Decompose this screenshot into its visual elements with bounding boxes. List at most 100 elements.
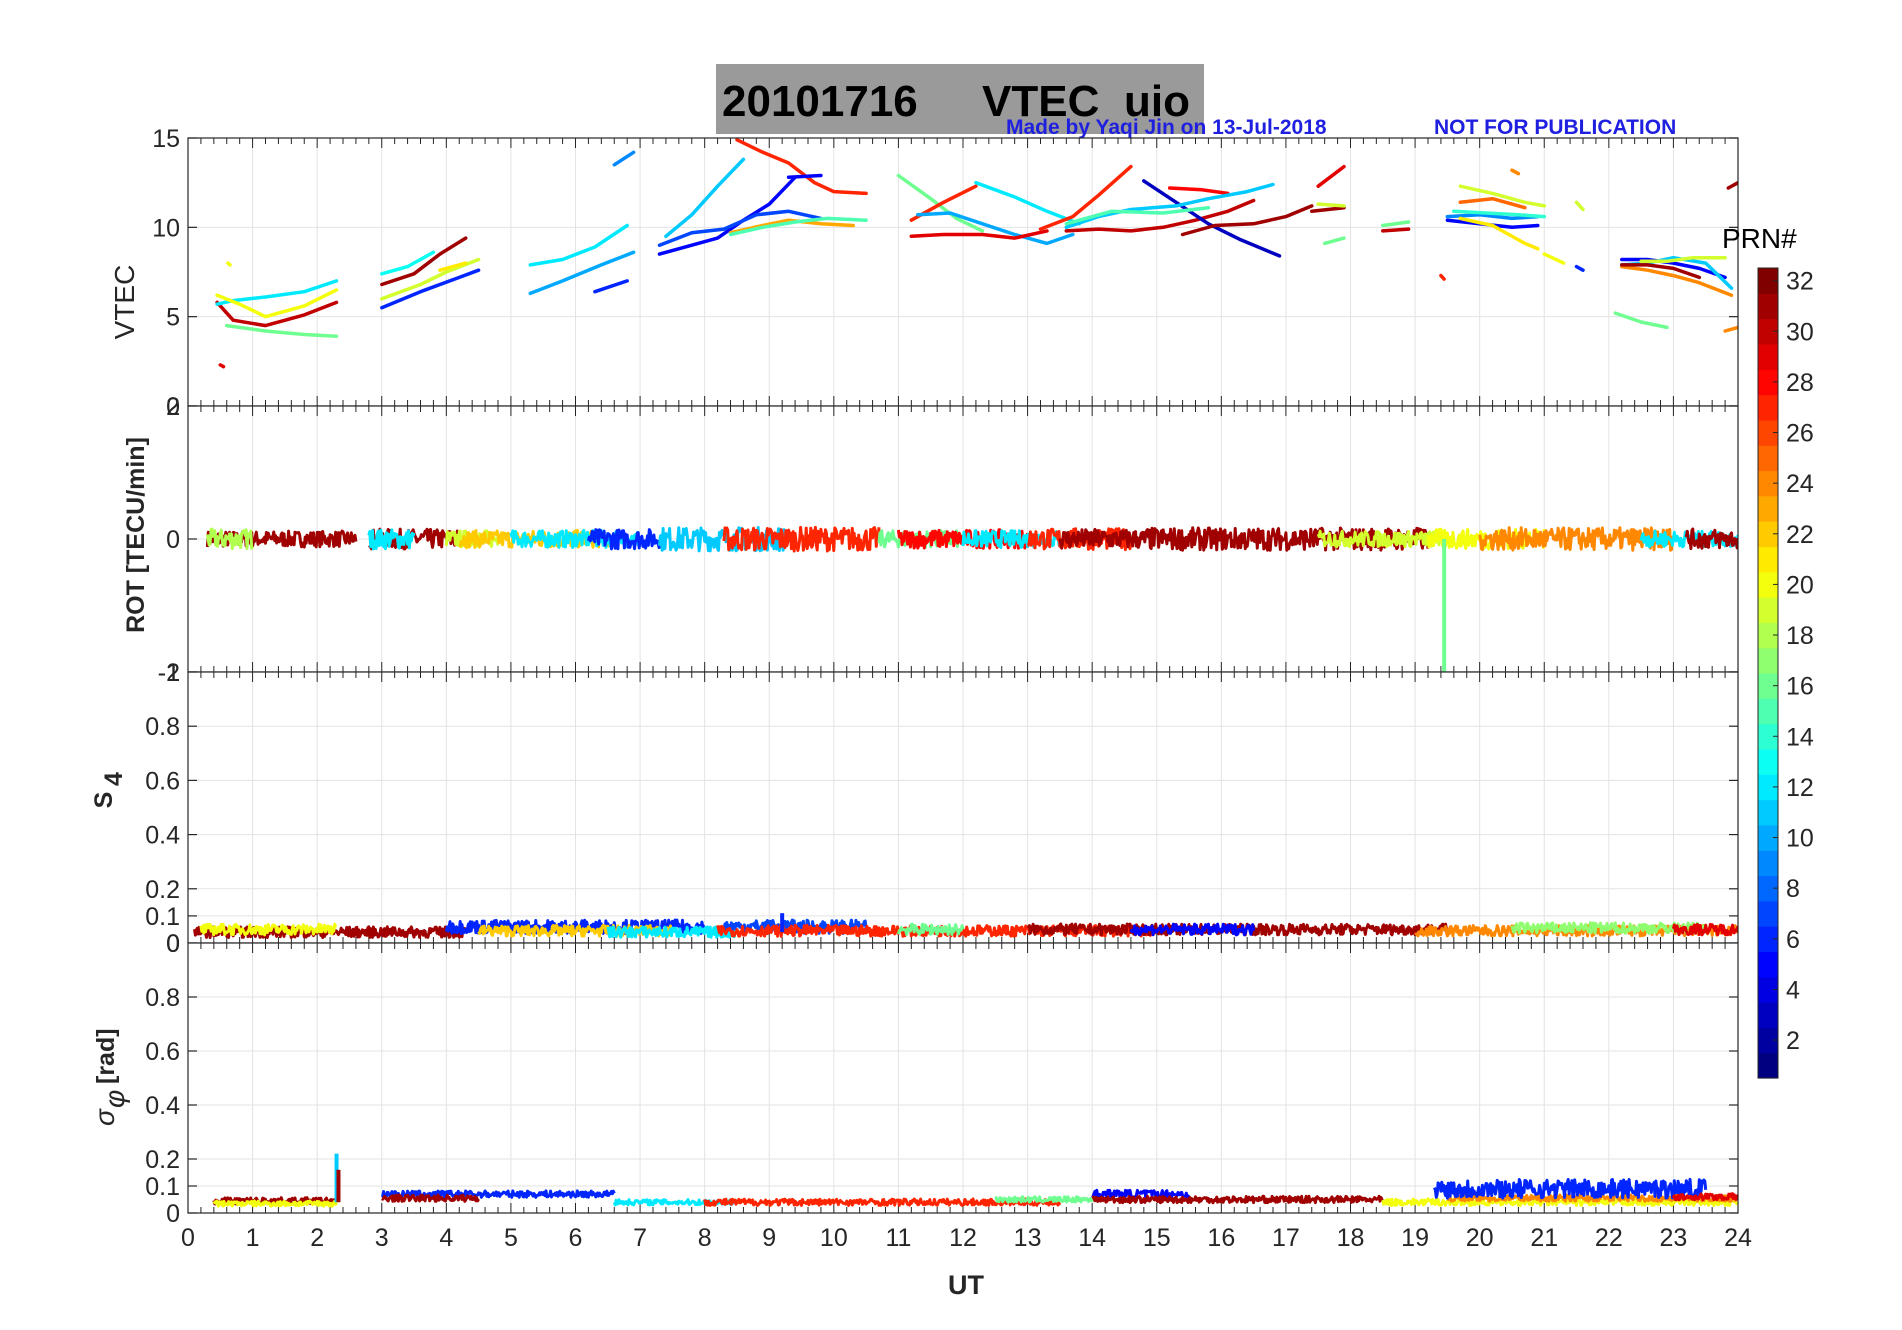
colorbar-band xyxy=(1758,824,1778,851)
x-tick-label: 8 xyxy=(698,1224,712,1252)
x-tick-label: 17 xyxy=(1272,1224,1300,1252)
x-tick-label: 3 xyxy=(375,1224,389,1252)
s4-series-prn-24 xyxy=(1414,924,1738,938)
sigma-ylabel-phi: φ xyxy=(99,1090,130,1108)
x-axis-label: UT xyxy=(948,1270,984,1300)
sigma_phi-series-prn-31 xyxy=(1091,1194,1384,1205)
sigma_phi-ytick-label: 0.4 xyxy=(145,1092,180,1120)
x-tick-label: 6 xyxy=(569,1224,583,1252)
rot-panel: -202-1 xyxy=(158,393,1739,687)
vtec-track-prn-7 xyxy=(657,209,823,247)
vtec-track-prn-15 xyxy=(1064,205,1211,226)
vtec-track-prn-30 xyxy=(215,300,339,328)
title-quantity: VTEC xyxy=(982,77,1099,126)
vtec-track-prn-16 xyxy=(225,323,339,339)
rot-series-prn-31 xyxy=(1058,527,1146,550)
s4-series-prn-16 xyxy=(896,922,965,937)
colorbar-band xyxy=(1758,900,1778,927)
s4-series-prn-29 xyxy=(1671,922,1738,937)
colorbar-title: PRN# xyxy=(1722,223,1797,254)
colorbar-tick-label: 2 xyxy=(1786,1027,1800,1055)
vtec-ytick-label: 5 xyxy=(166,304,180,332)
colorbar-tick-label: 26 xyxy=(1786,420,1814,448)
vtec-track-prn-15 xyxy=(728,216,868,237)
rot-series-prn-18 xyxy=(205,527,254,550)
x-tick-label: 24 xyxy=(1724,1224,1752,1252)
vtec-track-prn-10 xyxy=(528,250,636,296)
vtec-track-prn-13 xyxy=(380,250,436,276)
colorbar-band xyxy=(1758,647,1778,674)
s4-ytick-label: 0.1 xyxy=(145,903,180,931)
x-tick-label: 14 xyxy=(1078,1224,1106,1252)
vtec-track-prn-28 xyxy=(1167,186,1230,196)
colorbar-band xyxy=(1758,748,1778,775)
s4-series-prn-5 xyxy=(1129,922,1256,937)
colorbar-band xyxy=(1758,723,1778,750)
vtec-track-prn-31 xyxy=(1620,263,1702,280)
colorbar-tick-label: 24 xyxy=(1786,470,1814,498)
colorbar-tick-label: 28 xyxy=(1786,369,1814,397)
sigma-phi-panel: 00.10.20.40.60.80 1 2 3 4 5 6 7 8 9 10 11 12 13 14 15 16… xyxy=(145,942,1752,1252)
colorbar-band xyxy=(1758,571,1778,598)
colorbar-tick-label: 6 xyxy=(1786,926,1800,954)
vtec-track-prn-9 xyxy=(1445,213,1540,221)
s4-panel: 00.10.20.40.60.810 xyxy=(145,659,1739,958)
vtec-track-prn-23 xyxy=(728,218,855,235)
colorbar-band xyxy=(1758,698,1778,725)
x-tick-label: 5 xyxy=(504,1224,518,1252)
s4-series-prn-6 xyxy=(444,918,707,935)
vtec-track-prn-31 xyxy=(1310,205,1346,214)
vtec-track-prn-20 xyxy=(215,288,339,319)
colorbar-band xyxy=(1758,521,1778,548)
x-tick-label: 9 xyxy=(762,1224,776,1252)
vtec-track-prn-6 xyxy=(1574,264,1585,272)
vtec-track-prn-16 xyxy=(896,173,985,233)
vtec-panel: 0 5 10 15 2 xyxy=(152,125,1739,421)
s4-ytick-label: 0.6 xyxy=(145,767,180,795)
vtec-track-prn-29 xyxy=(218,363,226,369)
colorbar-band xyxy=(1758,976,1778,1003)
title-date: 20101716 xyxy=(722,77,918,126)
colorbar-tick-label: 12 xyxy=(1786,774,1814,802)
x-tick-label: 7 xyxy=(633,1224,647,1252)
sigma_phi-ytick-label: 0 xyxy=(166,1200,180,1228)
x-tick-label: 11 xyxy=(885,1224,911,1252)
s4-series-prn-20 xyxy=(199,922,338,937)
x-tick-label: 13 xyxy=(1014,1224,1042,1252)
vtec-track-prn-9 xyxy=(612,150,636,167)
s4-ylabel: S 4 xyxy=(90,772,128,808)
colorbar-tick-label: 32 xyxy=(1786,268,1814,296)
colorbar-band xyxy=(1758,875,1778,902)
vtec-track-prn-30 xyxy=(1381,227,1411,233)
sigma_phi-series-prn-20 xyxy=(212,1199,338,1208)
s4-ytick-label: 0.4 xyxy=(145,822,180,850)
sigma_phi-frame xyxy=(187,942,1739,1214)
vtec-track-prn-19 xyxy=(1639,255,1727,264)
colorbar-band xyxy=(1758,1002,1778,1028)
title-box xyxy=(716,64,1204,134)
s4-ytick-label: 0.8 xyxy=(145,713,180,741)
s4-ytick-label: 0.2 xyxy=(145,876,180,904)
colorbar-band xyxy=(1758,495,1778,522)
rot-ytick-label: -2 xyxy=(158,659,180,687)
vtec-track-prn-24 xyxy=(1510,168,1521,176)
vtec-ytick-label-extra: 2 xyxy=(166,393,180,421)
colorbar-band xyxy=(1758,622,1778,649)
vtec-track-prn-20 xyxy=(1542,252,1566,265)
vtec-track-prn-5 xyxy=(786,173,823,180)
notice-text: NOT FOR PUBLICATION xyxy=(1434,116,1676,139)
sigma_phi-data xyxy=(212,1153,1738,1208)
rot-series-prn-31 xyxy=(1684,527,1738,551)
colorbar-tick-label: 8 xyxy=(1786,875,1800,903)
rot-series-prn-27 xyxy=(722,525,881,553)
colorbar-tick-label: 16 xyxy=(1786,673,1814,701)
s4-series-prn-12 xyxy=(606,925,739,939)
rot-series-prn-12 xyxy=(367,528,416,551)
sigma_phi-ytick-label: 0.2 xyxy=(145,1146,180,1174)
vtec-track-prn-16 xyxy=(1322,236,1346,246)
vtec-track-prn-31 xyxy=(380,236,468,287)
rot-series-prn-6 xyxy=(586,528,661,551)
s4-ytick-label: 0 xyxy=(166,930,180,958)
colorbar-band xyxy=(1758,394,1778,421)
rot-ytick-label-extra: -1 xyxy=(158,659,180,687)
